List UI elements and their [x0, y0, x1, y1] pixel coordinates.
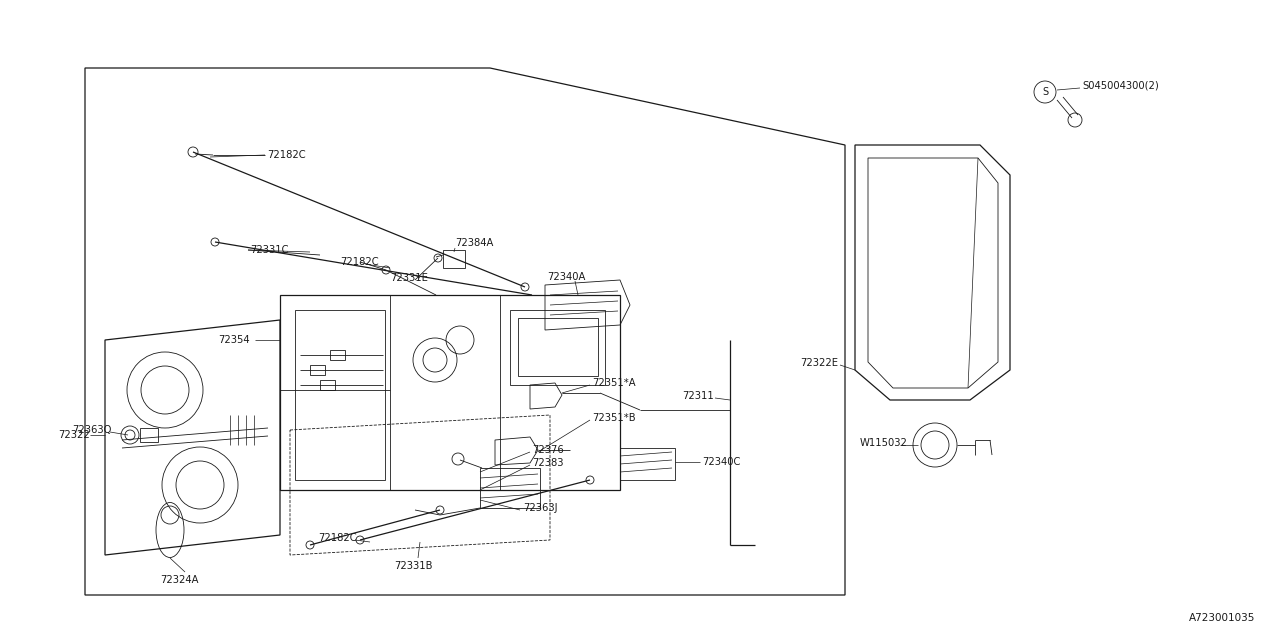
Text: 72324A: 72324A [160, 575, 198, 585]
Text: 72331C: 72331C [250, 245, 288, 255]
Text: 72182C: 72182C [340, 257, 379, 267]
Text: 72351*B: 72351*B [591, 413, 636, 423]
Bar [320, 380, 335, 390]
Text: 72354: 72354 [218, 335, 250, 345]
Text: 72182C: 72182C [317, 533, 357, 543]
Text: 72384A: 72384A [454, 238, 493, 248]
Text: W115032: W115032 [860, 438, 908, 448]
Bar [518, 318, 598, 376]
Text: 72363J: 72363J [524, 503, 558, 513]
Text: S: S [1042, 87, 1048, 97]
Bar [509, 310, 605, 385]
Text: S045004300(2): S045004300(2) [1082, 81, 1158, 91]
Text: 72340A: 72340A [547, 272, 585, 282]
Bar [443, 250, 465, 268]
Bar [140, 428, 157, 442]
Bar [330, 350, 346, 360]
Text: A723001035: A723001035 [1189, 613, 1254, 623]
Text: 72331E: 72331E [390, 273, 428, 283]
Text: 72331B: 72331B [394, 561, 433, 571]
Text: 72363Q: 72363Q [72, 425, 111, 435]
Text: 72351*A: 72351*A [591, 378, 636, 388]
Text: 72376: 72376 [532, 445, 563, 455]
Bar [620, 448, 675, 480]
Text: 72322: 72322 [58, 430, 90, 440]
Text: 72322E: 72322E [800, 358, 838, 368]
Text: 72311: 72311 [682, 391, 714, 401]
Bar [480, 468, 540, 508]
Text: 72340C: 72340C [701, 457, 740, 467]
Bar [310, 365, 325, 375]
Text: 72182C: 72182C [268, 150, 306, 160]
Text: 72383: 72383 [532, 458, 563, 468]
